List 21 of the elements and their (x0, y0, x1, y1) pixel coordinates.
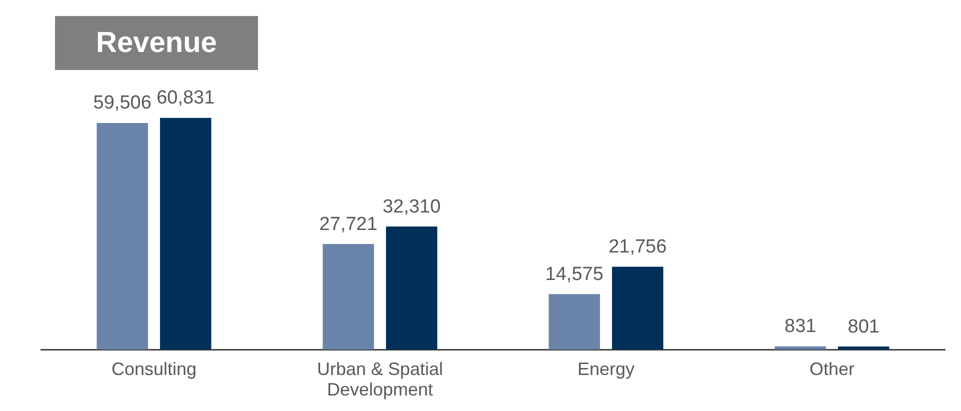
x-tick-label: Consulting (111, 358, 197, 379)
bar (612, 266, 664, 350)
bar (322, 244, 374, 350)
data-label: 60,831 (156, 88, 215, 109)
bar (774, 346, 826, 350)
data-label: 831 (784, 316, 816, 338)
data-label: 59,506 (93, 92, 152, 114)
bar (838, 346, 890, 350)
data-label: 27,721 (319, 214, 378, 235)
bar (96, 122, 148, 350)
bar (386, 226, 438, 350)
x-tick-label: Urban & Spatial Development (316, 358, 444, 400)
chart-title: Revenue (55, 16, 258, 70)
data-label: 14,575 (545, 264, 604, 285)
data-label: 21,756 (608, 236, 667, 258)
data-label: 801 (848, 316, 880, 338)
x-tick-label: Energy (577, 358, 635, 379)
data-label: 32,310 (382, 196, 441, 218)
x-tick-label: Other (809, 358, 855, 379)
bar (548, 294, 600, 350)
bar (160, 118, 212, 350)
